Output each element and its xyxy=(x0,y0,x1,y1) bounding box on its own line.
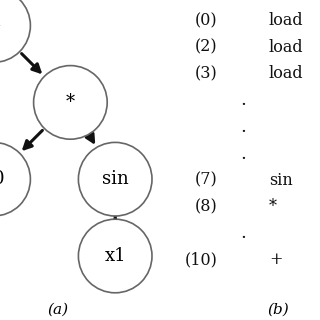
Circle shape xyxy=(78,219,152,293)
Circle shape xyxy=(0,0,30,62)
Text: load: load xyxy=(269,12,303,29)
Text: .: . xyxy=(240,92,246,109)
Circle shape xyxy=(78,142,152,216)
Text: x1: x1 xyxy=(104,247,126,265)
Text: load: load xyxy=(269,39,303,56)
Text: *: * xyxy=(66,93,75,111)
Text: (3): (3) xyxy=(195,65,218,83)
Text: (b): (b) xyxy=(268,303,289,317)
Text: .: . xyxy=(240,118,246,136)
Text: +: + xyxy=(0,17,1,35)
Text: (2): (2) xyxy=(195,39,218,56)
Text: (0): (0) xyxy=(195,12,218,29)
Text: *: * xyxy=(269,198,277,215)
Circle shape xyxy=(34,66,107,139)
Text: sin: sin xyxy=(269,172,292,189)
Text: (10): (10) xyxy=(185,251,218,268)
Text: .: . xyxy=(240,224,246,242)
Text: (7): (7) xyxy=(195,172,218,189)
Text: load: load xyxy=(269,65,303,83)
Text: .: . xyxy=(240,145,246,163)
Text: c0: c0 xyxy=(0,170,4,188)
Text: sin: sin xyxy=(102,170,129,188)
Text: (a): (a) xyxy=(47,303,68,317)
Text: (8): (8) xyxy=(195,198,218,215)
Text: +: + xyxy=(269,251,282,268)
Circle shape xyxy=(0,142,30,216)
